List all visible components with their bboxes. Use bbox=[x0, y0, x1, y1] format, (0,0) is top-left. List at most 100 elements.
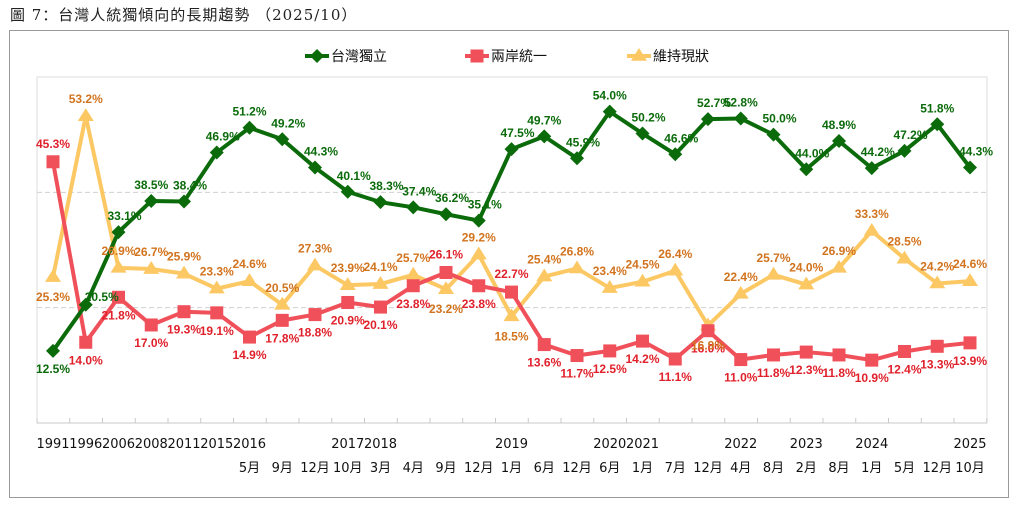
x-tick-month-label: 10月 bbox=[333, 461, 363, 476]
legend-label: 兩岸統一 bbox=[491, 49, 547, 65]
data-point-unification bbox=[570, 349, 584, 363]
data-point-unification bbox=[799, 345, 813, 359]
data-label-unification: 11.8% bbox=[757, 366, 791, 380]
x-tick-year-label: 2006 bbox=[102, 437, 135, 452]
x-tick-year-label: 2017 bbox=[331, 437, 364, 452]
data-point-status-quo bbox=[372, 276, 389, 289]
x-tick-labels: 1991 1996 2006 2008 2011 2015 2016 2017 2018 2019… bbox=[36, 437, 986, 476]
data-point-unification bbox=[177, 305, 191, 319]
data-point-unification bbox=[963, 336, 977, 350]
x-tick-year-label: 2018 bbox=[364, 437, 397, 452]
data-label-status-quo: 24.2% bbox=[920, 259, 954, 273]
data-point-unification bbox=[767, 348, 780, 362]
legend-marker-triangle-icon bbox=[631, 48, 647, 61]
data-label-independence: 52.8% bbox=[724, 96, 758, 110]
x-tick-month-label: 7月 bbox=[665, 461, 686, 476]
data-point-status-quo bbox=[307, 257, 323, 271]
data-label-unification: 26.1% bbox=[429, 247, 463, 261]
data-label-independence: 54.0% bbox=[593, 89, 627, 103]
data-point-independence bbox=[439, 207, 453, 222]
data-point-independence bbox=[635, 126, 650, 141]
data-label-unification: 10.9% bbox=[855, 371, 889, 385]
series-unification bbox=[46, 155, 977, 367]
data-point-status-quo bbox=[470, 246, 487, 260]
data-point-independence bbox=[209, 145, 224, 160]
data-label-status-quo: 29.2% bbox=[462, 231, 496, 245]
data-point-independence bbox=[275, 132, 290, 147]
data-label-independence: 20.5% bbox=[85, 290, 119, 304]
data-label-independence: 51.8% bbox=[920, 101, 954, 115]
data-label-unification: 23.8% bbox=[396, 297, 430, 311]
data-point-unification bbox=[439, 265, 453, 279]
data-label-unification: 12.3% bbox=[789, 363, 823, 377]
data-label-unification: 11.0% bbox=[724, 371, 758, 385]
data-label-independence: 51.2% bbox=[232, 105, 266, 119]
x-tick-month-label: 1月 bbox=[501, 461, 522, 476]
data-label-unification: 19.1% bbox=[200, 324, 234, 338]
data-label-status-quo: 53.2% bbox=[69, 92, 103, 106]
data-point-independence bbox=[340, 184, 355, 199]
data-point-status-quo bbox=[569, 260, 585, 274]
data-point-status-quo bbox=[208, 280, 225, 294]
data-label-status-quo: 26.9% bbox=[101, 244, 135, 258]
data-label-independence: 49.7% bbox=[527, 113, 561, 127]
data-label-status-quo: 24.6% bbox=[232, 257, 266, 271]
data-label-unification: 17.0% bbox=[134, 336, 168, 350]
data-point-unification bbox=[341, 295, 355, 309]
data-point-independence bbox=[733, 111, 748, 126]
data-point-status-quo bbox=[45, 269, 61, 282]
data-point-independence bbox=[46, 343, 60, 358]
data-label-independence: 33.1% bbox=[107, 209, 141, 223]
data-label-status-quo: 22.4% bbox=[724, 270, 758, 284]
x-tick-month-label: 6月 bbox=[599, 461, 620, 476]
data-label-status-quo: 23.3% bbox=[200, 265, 234, 279]
x-tick-month-label: 2月 bbox=[796, 461, 817, 476]
data-label-independence: 50.2% bbox=[631, 111, 665, 125]
data-point-unification bbox=[406, 279, 420, 293]
data-point-status-quo bbox=[241, 273, 258, 286]
data-label-status-quo: 24.1% bbox=[363, 260, 397, 274]
data-point-unification bbox=[865, 353, 879, 367]
data-point-status-quo bbox=[503, 308, 520, 322]
data-label-unification: 11.7% bbox=[560, 367, 594, 381]
data-label-status-quo: 33.3% bbox=[855, 207, 889, 221]
data-point-status-quo bbox=[634, 273, 651, 287]
data-point-status-quo bbox=[798, 276, 815, 290]
data-point-status-quo bbox=[929, 275, 946, 289]
chart-frame bbox=[9, 30, 1009, 498]
data-label-unification: 11.1% bbox=[659, 370, 693, 384]
x-tick-month-label: 8月 bbox=[763, 461, 784, 476]
data-point-unification bbox=[472, 279, 486, 293]
data-label-status-quo: 25.7% bbox=[396, 251, 430, 265]
legend-item-unification: 兩岸統一 bbox=[465, 49, 547, 65]
data-label-unification: 14.2% bbox=[625, 352, 659, 366]
data-label-unification: 18.8% bbox=[298, 326, 332, 340]
data-point-independence bbox=[242, 120, 257, 135]
data-point-status-quo bbox=[896, 250, 913, 264]
x-tick-year-label: 2024 bbox=[855, 437, 888, 452]
data-label-independence: 47.5% bbox=[500, 126, 534, 140]
data-label-status-quo: 26.7% bbox=[134, 245, 168, 259]
data-point-independence bbox=[537, 129, 552, 144]
x-tick-year-label: 2008 bbox=[135, 437, 168, 452]
data-point-status-quo bbox=[176, 265, 192, 279]
data-label-independence: 47.2% bbox=[893, 128, 927, 142]
x-tick-year-label: 1996 bbox=[69, 437, 102, 452]
data-point-unification bbox=[374, 300, 387, 314]
data-label-independence: 44.3% bbox=[304, 145, 338, 159]
data-point-independence bbox=[864, 161, 879, 176]
data-point-status-quo bbox=[438, 281, 454, 295]
data-point-independence bbox=[897, 143, 912, 158]
data-label-status-quo: 24.0% bbox=[789, 261, 823, 275]
x-tick-month-label: 6月 bbox=[534, 461, 555, 476]
figure-title: 圖 7：台灣人統獨傾向的長期趨勢 （2025/10） bbox=[10, 6, 358, 24]
legend: 台灣獨立 兩岸統一 維持現狀 bbox=[305, 48, 709, 65]
data-label-status-quo: 18.5% bbox=[494, 329, 528, 343]
x-tick-month-label: 9月 bbox=[272, 461, 293, 476]
data-point-status-quo bbox=[339, 277, 356, 290]
data-point-unification bbox=[210, 306, 224, 320]
x-tick-year-label: 2015 bbox=[200, 437, 233, 452]
data-point-unification bbox=[275, 313, 289, 327]
x-tick-year-label: 2025 bbox=[953, 437, 986, 452]
data-point-unification bbox=[112, 290, 125, 304]
